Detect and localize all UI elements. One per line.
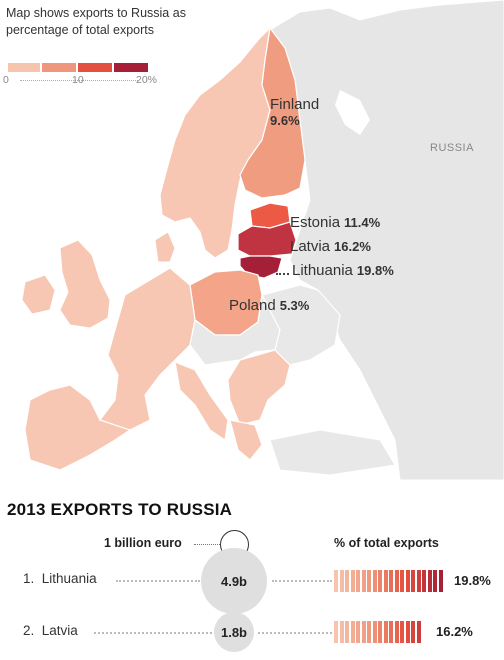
legend-tick-20: 20% xyxy=(136,74,158,86)
poland-name: Poland xyxy=(229,297,276,314)
row-1-country: Lithuania xyxy=(41,571,97,586)
percent-bar-segment xyxy=(433,570,437,592)
row-1-export-bubble: 4.9b xyxy=(201,548,267,614)
legend-tick-0: 0 xyxy=(3,74,9,86)
legend-tick-10: 10 xyxy=(72,74,84,86)
latvia-label: Latvia 16.2% xyxy=(290,238,371,255)
latvia-name: Latvia xyxy=(290,238,331,255)
black-sea xyxy=(300,390,380,430)
legend-swatch-2 xyxy=(42,63,76,72)
latvia-shape xyxy=(237,221,297,257)
lithuania-value: 19.8% xyxy=(356,263,394,278)
percent-bar-segment xyxy=(372,570,377,592)
percent-bar-segment xyxy=(350,621,355,643)
legend-swatch-3 xyxy=(78,63,112,72)
estonia-label: Estonia 11.4% xyxy=(290,214,380,231)
ireland-shape xyxy=(21,274,56,315)
poland-value: 5.3% xyxy=(279,298,310,313)
lithuania-name: Lithuania xyxy=(292,262,353,279)
percent-bar-segment xyxy=(427,570,432,592)
percent-bar-segment xyxy=(416,570,421,592)
row-2-country: Latvia xyxy=(41,623,78,638)
denmark-shape xyxy=(154,231,176,263)
percent-bar-segment xyxy=(367,621,371,643)
percent-bar-segment xyxy=(367,570,371,592)
percent-bar-segment xyxy=(416,621,421,643)
row-1-left-dots xyxy=(116,580,200,582)
row-2-percent-value: 16.2% xyxy=(436,624,473,639)
percent-bar-segment xyxy=(411,570,415,592)
estonia-name: Estonia xyxy=(290,214,341,231)
row-2-right-dots xyxy=(258,632,332,634)
percent-bar-segment xyxy=(378,621,382,643)
legend-swatch-1 xyxy=(8,63,40,72)
row-2-export-bubble: 1.8b xyxy=(214,612,254,652)
percent-bar-segment xyxy=(394,621,399,643)
percent-bar-segment xyxy=(350,570,355,592)
row-2-label: 2. Latvia xyxy=(23,623,78,638)
row-1-rank: 1. xyxy=(23,571,35,586)
finland-label: Finland xyxy=(270,96,319,113)
percent-bar-segment xyxy=(400,570,404,592)
legend-scale-line xyxy=(20,80,138,81)
finland-value: 9.6% xyxy=(270,113,300,128)
uk-shape xyxy=(59,239,111,329)
estonia-value: 11.4% xyxy=(344,215,381,230)
bubble-key-label: 1 billion euro xyxy=(104,536,182,550)
lithuania-label: Lithuania 19.8% xyxy=(292,262,394,279)
percent-bar-segment xyxy=(378,570,382,592)
lithuania-leader-line xyxy=(276,273,289,275)
balkans xyxy=(227,349,291,426)
greece-shape xyxy=(229,419,263,461)
percent-bar-segment xyxy=(400,621,404,643)
white-sea xyxy=(335,90,370,135)
percent-bar-segment xyxy=(361,570,366,592)
legend-title: Map shows exports to Russia as percentag… xyxy=(6,6,186,37)
row-1-percent-bar xyxy=(334,570,444,592)
bubble-key-leader xyxy=(194,544,220,545)
percent-bar-segment xyxy=(345,621,349,643)
percent-bar-segment xyxy=(438,570,443,592)
percent-bar-segment xyxy=(372,621,377,643)
row-1-right-dots xyxy=(272,580,332,582)
percent-bar-segment xyxy=(394,570,399,592)
row-2-percent-bar xyxy=(334,621,422,643)
italy-shape xyxy=(174,361,229,442)
russia-label: RUSSIA xyxy=(430,142,474,154)
europe-map xyxy=(21,0,504,480)
percent-bar-segment xyxy=(389,621,393,643)
ukraine-region xyxy=(261,284,341,366)
row-1-label: 1. Lithuania xyxy=(23,571,97,586)
row-2-left-dots xyxy=(94,632,212,634)
percent-bar-segment xyxy=(339,570,344,592)
percent-bar-segment xyxy=(383,570,388,592)
percent-bar-segment xyxy=(411,621,415,643)
percent-bar-segment xyxy=(345,570,349,592)
percent-bar-segment xyxy=(339,621,344,643)
percent-header: % of total exports xyxy=(334,536,439,550)
percent-bar-segment xyxy=(356,570,360,592)
poland-label: Poland 5.3% xyxy=(229,297,309,314)
percent-bar-segment xyxy=(405,570,410,592)
legend-swatch-4 xyxy=(114,63,148,72)
row-2-rank: 2. xyxy=(23,623,35,638)
percent-bar-segment xyxy=(383,621,388,643)
percent-bar-segment xyxy=(361,621,366,643)
percent-bar-segment xyxy=(389,570,393,592)
turkey-region xyxy=(269,429,396,476)
percent-bar-segment xyxy=(405,621,410,643)
percent-bar-segment xyxy=(334,570,338,592)
percent-bar-segment xyxy=(356,621,360,643)
finland-shape xyxy=(239,26,306,199)
row-1-percent-value: 19.8% xyxy=(454,573,491,588)
percent-bar-segment xyxy=(422,570,426,592)
latvia-value: 16.2% xyxy=(334,239,371,254)
section-title: 2013 EXPORTS TO RUSSIA xyxy=(7,500,233,519)
finland-name: Finland xyxy=(270,96,320,113)
percent-bar-segment xyxy=(334,621,338,643)
